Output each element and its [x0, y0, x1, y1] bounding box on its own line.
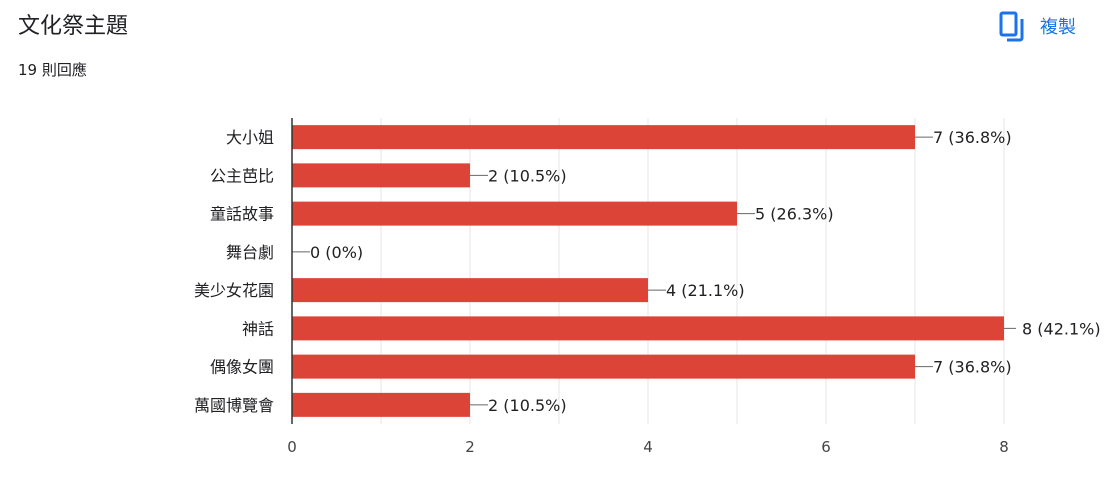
data-label: 7 (36.8%) — [933, 358, 1012, 377]
bar — [292, 354, 915, 379]
data-label: 4 (21.1%) — [666, 281, 745, 300]
data-label: 8 (42.1%) — [1022, 319, 1101, 338]
x-tick-label: 4 — [643, 438, 653, 456]
x-tick-label: 2 — [465, 438, 475, 456]
category-label: 公主芭比 — [210, 166, 274, 185]
x-tick-label: 0 — [287, 438, 297, 456]
category-label: 童話故事 — [210, 205, 274, 224]
page-title: 文化祭主題 — [18, 14, 129, 39]
data-label: 7 (36.8%) — [933, 128, 1012, 147]
bar — [292, 201, 737, 226]
bar — [292, 392, 470, 417]
bar — [292, 316, 1004, 341]
category-label: 美少女花園 — [194, 281, 274, 300]
bar — [292, 125, 915, 150]
data-label: 2 (10.5%) — [488, 166, 567, 185]
copy-label: 複製 — [1040, 17, 1076, 38]
data-label: 0 (0%) — [310, 243, 363, 262]
category-label: 神話 — [242, 319, 274, 338]
copy-button[interactable]: 複製 — [998, 6, 1104, 46]
bar — [292, 163, 470, 188]
category-label: 萬國博覽會 — [194, 396, 274, 415]
copy-icon — [998, 10, 1026, 42]
category-label: 舞台劇 — [226, 243, 274, 262]
response-count: 19 則回應 — [18, 61, 87, 79]
x-tick-label: 6 — [821, 438, 831, 456]
data-label: 5 (26.3%) — [755, 205, 834, 224]
data-label: 2 (10.5%) — [488, 396, 567, 415]
category-label: 偶像女團 — [210, 358, 274, 377]
bar — [292, 278, 648, 303]
x-tick-label: 8 — [999, 438, 1009, 456]
category-label: 大小姐 — [226, 128, 274, 147]
